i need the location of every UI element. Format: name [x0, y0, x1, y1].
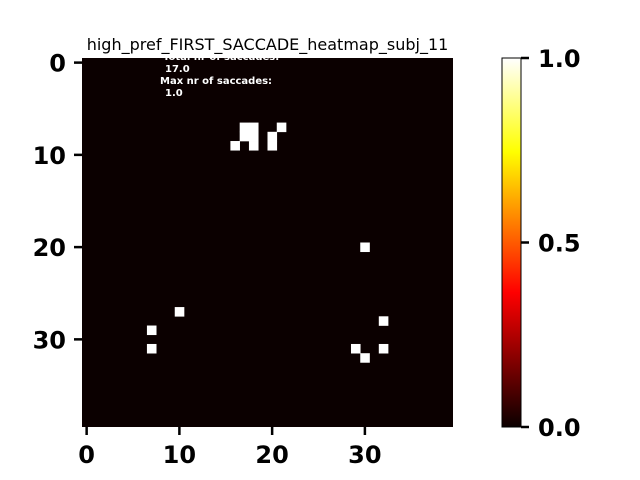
annotation-total-label: Total nr of saccades:: [163, 52, 279, 63]
x-axis: 0 10 20 30: [78, 427, 382, 469]
colorbar-tick-label: 0.5: [538, 230, 581, 258]
heatmap-cells: [146, 122, 389, 363]
heatmap-cell: [174, 307, 185, 317]
heatmap-cell: [248, 141, 259, 151]
y-tick-label: 10: [33, 142, 66, 170]
annotation-box: Total nr of saccades: 17.0 Max nr of sac…: [160, 52, 279, 99]
heatmap-cell: [146, 343, 157, 354]
x-tick-label: 20: [255, 441, 288, 469]
colorbar: [501, 57, 522, 428]
heatmap-cell: [248, 131, 259, 142]
heatmap-cell: [239, 131, 250, 142]
heatmap-cell: [239, 122, 250, 133]
y-axis: 0 10 20 30: [33, 50, 82, 354]
x-tick-label: 0: [78, 441, 95, 469]
heatmap-cell: [276, 122, 287, 133]
annotation-total-value: 17.0: [165, 64, 190, 75]
heatmap-cell: [360, 242, 370, 253]
annotation-max-label: Max nr of saccades:: [160, 76, 272, 87]
y-tick-label: 30: [33, 326, 66, 354]
annotation-max-value: 1.0: [165, 88, 183, 99]
heatmap-cell: [248, 122, 259, 133]
colorbar-tick-label: 1.0: [538, 45, 581, 73]
y-tick-label: 0: [49, 50, 66, 78]
x-tick-label: 30: [348, 441, 381, 469]
colorbar-tick-label: 0.0: [538, 414, 581, 442]
heatmap-cell: [146, 325, 157, 336]
heatmap-cell: [360, 353, 370, 363]
x-tick-label: 10: [163, 441, 196, 469]
heatmap-cell: [378, 316, 389, 326]
heatmap-cell: [378, 343, 389, 354]
heatmap-cell: [350, 343, 361, 354]
y-tick-label: 20: [33, 234, 66, 262]
colorbar-axis: 0.0 0.5 1.0: [521, 45, 581, 442]
heatmap-cell: [267, 141, 278, 151]
heatmap-cell: [267, 131, 278, 142]
heatmap-plot-area: [82, 58, 453, 427]
chart-title: high_pref_FIRST_SACCADE_heatmap_subj_11: [87, 35, 449, 55]
heatmap-cell: [230, 141, 240, 151]
